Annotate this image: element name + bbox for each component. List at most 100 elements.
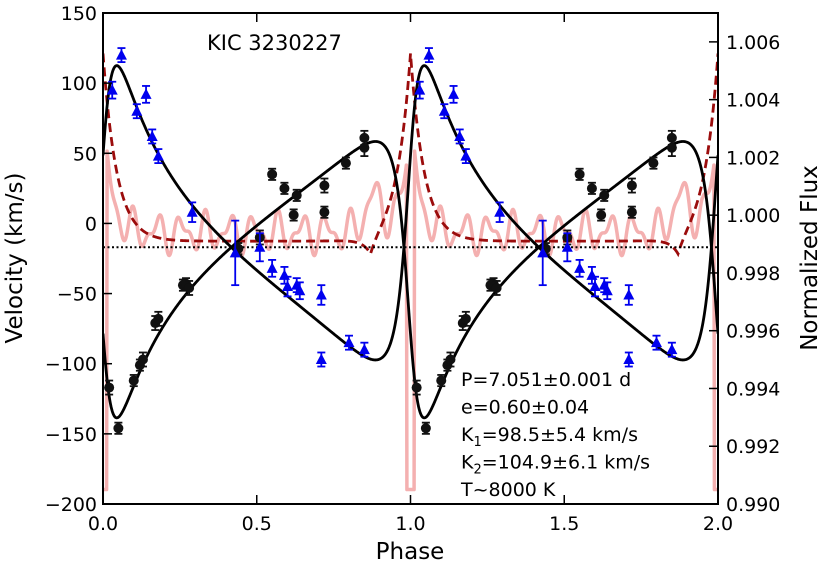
light-curve-model-dashed xyxy=(103,53,718,258)
secondary-rv-point xyxy=(358,341,370,358)
secondary-rv-point xyxy=(651,334,662,351)
primary-rv-point xyxy=(319,177,330,194)
triangle-marker xyxy=(423,49,435,60)
triangle-marker xyxy=(454,130,466,141)
secondary-rv-point xyxy=(423,47,435,63)
primary-rv-point xyxy=(626,177,637,194)
triangle-marker xyxy=(152,150,164,161)
y-tick-label: −50 xyxy=(57,284,97,306)
triangle-marker xyxy=(448,88,460,99)
annotation-line: P=7.051±0.001 d xyxy=(461,369,631,391)
circle-marker xyxy=(153,313,164,324)
circle-marker xyxy=(359,132,370,143)
secondary-rv-point xyxy=(537,219,549,287)
secondary-rv-point xyxy=(438,103,450,120)
circle-marker xyxy=(319,207,330,218)
secondary-rv-point xyxy=(131,103,143,120)
y2-tick-label: 0.998 xyxy=(726,263,780,285)
triangle-marker xyxy=(358,343,370,355)
primary-rv-point xyxy=(460,310,471,327)
primary-rv-point xyxy=(153,310,164,327)
y2-tick-label: 0.996 xyxy=(726,321,780,343)
triangle-marker xyxy=(537,246,549,258)
triangle-marker xyxy=(115,49,127,60)
triangle-marker xyxy=(561,241,573,252)
y-tick-label: −150 xyxy=(45,424,97,446)
triangle-marker xyxy=(294,284,306,296)
circle-marker xyxy=(596,210,607,221)
secondary-rv-point xyxy=(146,128,158,145)
primary-rv-point xyxy=(626,205,637,219)
x-tick-label: 0.0 xyxy=(88,513,118,535)
y2-tick-label: 0.990 xyxy=(726,494,780,516)
primary-rv-point xyxy=(279,181,290,195)
circle-marker xyxy=(460,313,471,324)
triangle-marker xyxy=(266,262,278,273)
secondary-rv-point xyxy=(574,259,586,278)
annotation-line: K2=104.9±6.1 km/s xyxy=(461,452,650,478)
secondary-rv-point xyxy=(601,281,613,301)
secondary-rv-point xyxy=(315,351,327,368)
y2-tick-label: 0.992 xyxy=(726,436,780,458)
triangle-marker xyxy=(623,353,635,365)
secondary-rv-point xyxy=(140,85,152,104)
primary-rv-point xyxy=(420,421,431,435)
primary-rv-model-curve xyxy=(103,140,718,420)
triangle-marker xyxy=(315,353,327,365)
secondary-rv-point xyxy=(266,259,278,278)
circle-marker xyxy=(626,180,637,191)
circle-marker xyxy=(445,354,456,365)
circle-marker xyxy=(113,423,124,434)
primary-rv-point xyxy=(137,351,148,368)
y-tick-label: −200 xyxy=(45,494,97,516)
secondary-rv-point xyxy=(623,284,635,306)
y-tick-label: 150 xyxy=(61,3,97,25)
y2-axis-label: Normalized Flux xyxy=(797,165,823,351)
primary-rv-point xyxy=(648,156,659,170)
x-axis-label: Phase xyxy=(376,539,445,564)
triangle-marker xyxy=(666,343,678,355)
circle-marker xyxy=(184,282,195,293)
data-points xyxy=(104,47,678,435)
secondary-rv-point xyxy=(623,351,635,368)
triangle-marker xyxy=(315,288,327,300)
primary-rv-point xyxy=(319,205,330,219)
circle-marker xyxy=(666,142,677,153)
circle-marker xyxy=(491,282,502,293)
primary-rv-point xyxy=(491,280,502,296)
circle-marker xyxy=(411,382,422,393)
secondary-rv-point xyxy=(106,80,118,100)
triangle-marker xyxy=(229,246,241,258)
y2-tick-label: 0.994 xyxy=(726,378,780,400)
primary-rv-point xyxy=(574,167,585,181)
primary-rv-point xyxy=(445,351,456,368)
primary-rv-point xyxy=(267,167,278,181)
secondary-rv-point xyxy=(454,128,466,145)
y-tick-label: 100 xyxy=(61,73,97,95)
circle-marker xyxy=(420,423,431,434)
circle-marker xyxy=(267,169,278,180)
secondary-rv-point xyxy=(494,201,506,223)
circle-marker xyxy=(104,382,115,393)
triangle-marker xyxy=(460,150,472,161)
secondary-rv-point xyxy=(666,341,678,358)
triangle-marker xyxy=(186,206,198,217)
secondary-rv-point xyxy=(561,232,573,263)
secondary-rv-point xyxy=(186,201,198,223)
y-axis-label: Velocity (km/s) xyxy=(2,173,28,344)
secondary-rv-point xyxy=(343,334,355,351)
triangle-marker xyxy=(494,206,506,217)
circle-marker xyxy=(574,169,585,180)
primary-rv-point xyxy=(340,156,351,170)
circle-marker xyxy=(626,207,637,218)
orbit-parameters-annotation: P=7.051±0.001 d e=0.60±0.04 K1=98.5±5.4 km… xyxy=(460,369,650,501)
circle-marker xyxy=(279,183,290,194)
secondary-rv-point xyxy=(152,148,164,165)
circle-marker xyxy=(666,132,677,143)
primary-rv-point xyxy=(666,138,677,157)
triangle-marker xyxy=(438,105,450,116)
chart-title: KIC 3230227 xyxy=(207,31,342,55)
y2-tick-label: 1.004 xyxy=(726,90,780,112)
circle-marker xyxy=(599,190,610,201)
